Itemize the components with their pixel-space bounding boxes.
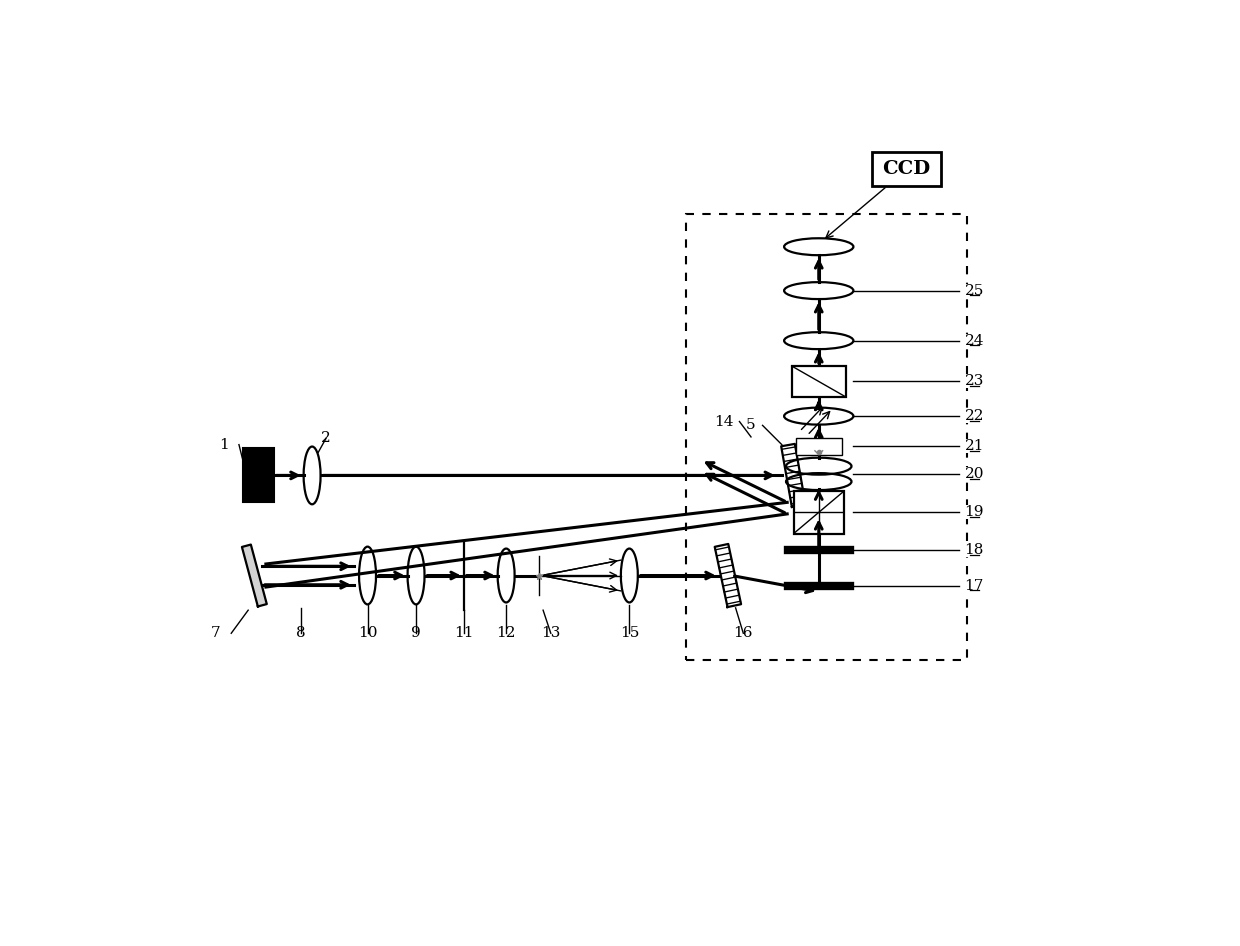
Bar <box>792 366 846 397</box>
Text: 10: 10 <box>358 626 377 640</box>
Bar <box>872 151 941 186</box>
Text: 12: 12 <box>496 626 516 640</box>
Polygon shape <box>242 545 267 606</box>
Text: 19: 19 <box>965 505 985 519</box>
Text: 24: 24 <box>965 334 985 348</box>
Text: 17: 17 <box>965 579 985 592</box>
Text: 14: 14 <box>714 414 734 429</box>
Text: CCD: CCD <box>883 160 931 178</box>
Text: 22: 22 <box>965 409 985 423</box>
Bar <box>794 491 843 534</box>
Text: 23: 23 <box>965 375 985 389</box>
Text: 13: 13 <box>541 626 560 640</box>
Bar <box>686 214 967 660</box>
Text: 5: 5 <box>746 418 756 432</box>
Bar <box>243 448 274 502</box>
Text: 18: 18 <box>965 543 985 557</box>
Text: 21: 21 <box>965 439 985 453</box>
Text: 1: 1 <box>218 438 228 451</box>
Text: 20: 20 <box>965 467 985 481</box>
Text: 15: 15 <box>620 626 639 640</box>
Text: 2: 2 <box>321 431 331 446</box>
Text: 25: 25 <box>965 284 985 298</box>
Text: 7: 7 <box>211 626 221 640</box>
Bar <box>796 438 842 455</box>
Text: 8: 8 <box>295 626 305 640</box>
Text: 16: 16 <box>734 626 753 640</box>
Text: 9: 9 <box>412 626 420 640</box>
Text: 11: 11 <box>454 626 474 640</box>
